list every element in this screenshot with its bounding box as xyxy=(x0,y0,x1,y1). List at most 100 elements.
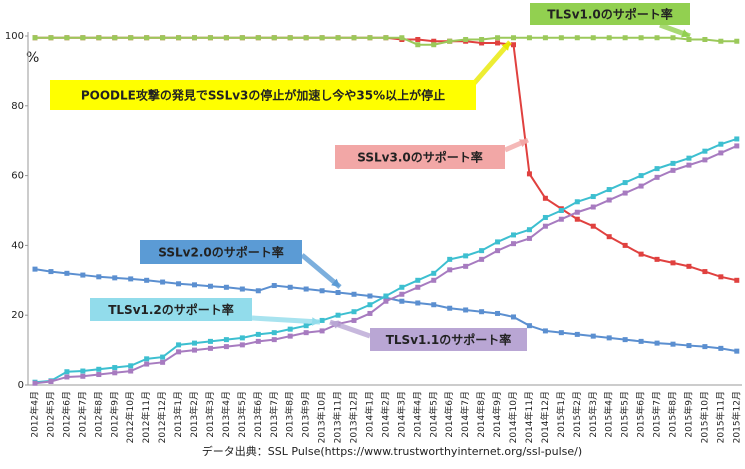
callout-arrowhead xyxy=(330,320,339,329)
point xyxy=(447,305,453,311)
point xyxy=(96,274,102,280)
point xyxy=(207,338,213,344)
point xyxy=(287,35,293,41)
point xyxy=(367,35,373,41)
point xyxy=(383,298,389,304)
point xyxy=(335,290,341,296)
point xyxy=(670,341,676,347)
point xyxy=(255,338,261,344)
point xyxy=(239,286,245,292)
point xyxy=(399,284,405,290)
point xyxy=(622,242,628,248)
point xyxy=(511,314,516,320)
x-tick-label: 2015年6月 xyxy=(635,391,647,438)
point xyxy=(319,288,325,294)
point xyxy=(526,171,532,177)
point xyxy=(702,157,708,163)
y-tick-label: 40 xyxy=(11,240,24,251)
point xyxy=(606,197,612,203)
point xyxy=(558,216,564,222)
point xyxy=(223,284,229,290)
point xyxy=(526,323,532,329)
point xyxy=(287,326,293,332)
point xyxy=(271,35,277,41)
point xyxy=(686,36,692,42)
y-axis-label: % xyxy=(26,50,39,66)
point xyxy=(734,277,740,283)
point xyxy=(80,272,86,278)
callout-arrowhead xyxy=(681,29,690,38)
point xyxy=(112,365,118,371)
point xyxy=(638,338,644,344)
callout-arrowhead xyxy=(501,42,510,51)
point xyxy=(144,35,150,41)
y-tick-label: 100 xyxy=(5,31,24,42)
point xyxy=(239,335,245,341)
point xyxy=(144,361,150,367)
point xyxy=(32,35,38,41)
point xyxy=(654,174,660,180)
point xyxy=(192,347,197,353)
point xyxy=(335,35,341,41)
point xyxy=(271,337,277,343)
point xyxy=(590,194,596,200)
callout-arrow xyxy=(468,40,512,90)
callout-arrow xyxy=(251,315,321,325)
point xyxy=(223,35,229,41)
point xyxy=(207,345,213,351)
point xyxy=(96,35,102,41)
point xyxy=(207,283,213,289)
point xyxy=(415,36,421,42)
point xyxy=(558,330,564,336)
x-tick-label: 2014年4月 xyxy=(411,391,423,438)
point xyxy=(319,317,325,323)
x-tick-label: 2013年1月 xyxy=(172,391,184,438)
y-tick-label: 20 xyxy=(11,310,24,321)
point xyxy=(654,35,660,41)
point xyxy=(239,35,245,41)
point xyxy=(48,269,54,275)
point xyxy=(702,344,708,350)
point xyxy=(447,256,453,262)
point xyxy=(542,328,548,334)
point xyxy=(495,40,501,46)
point xyxy=(622,337,628,343)
x-tick-label: 2013年12月 xyxy=(348,391,360,443)
x-tick-label: 2015年5月 xyxy=(619,391,631,438)
point xyxy=(670,167,676,173)
point xyxy=(176,349,182,355)
point xyxy=(303,35,309,41)
point xyxy=(192,282,197,288)
point xyxy=(367,293,373,299)
point xyxy=(48,379,54,385)
legend-label: SSLv3.0のサポート率 xyxy=(357,150,482,165)
point xyxy=(239,342,245,348)
point xyxy=(638,251,644,257)
point xyxy=(32,266,38,272)
point xyxy=(526,35,532,41)
x-tick-label: 2014年7月 xyxy=(459,391,471,438)
point xyxy=(176,35,182,41)
x-tick-label: 2012年12月 xyxy=(156,391,168,443)
point xyxy=(558,208,564,213)
point xyxy=(622,35,628,41)
point xyxy=(176,281,182,287)
x-tick-label: 2014年6月 xyxy=(443,391,455,438)
point xyxy=(574,216,580,222)
x-tick-label: 2014年3月 xyxy=(395,391,407,438)
point xyxy=(319,328,325,334)
point xyxy=(287,284,293,290)
x-tick-label: 2012年4月 xyxy=(29,391,41,438)
point xyxy=(590,35,596,41)
point xyxy=(160,354,166,360)
point xyxy=(542,214,548,220)
y-tick-label: 80 xyxy=(11,101,24,112)
point xyxy=(718,141,724,147)
point xyxy=(670,160,676,166)
point xyxy=(734,38,740,44)
x-tick-label: 2015年9月 xyxy=(682,391,694,438)
point xyxy=(255,331,261,337)
point xyxy=(431,38,437,44)
x-tick-label: 2012年6月 xyxy=(60,391,72,438)
